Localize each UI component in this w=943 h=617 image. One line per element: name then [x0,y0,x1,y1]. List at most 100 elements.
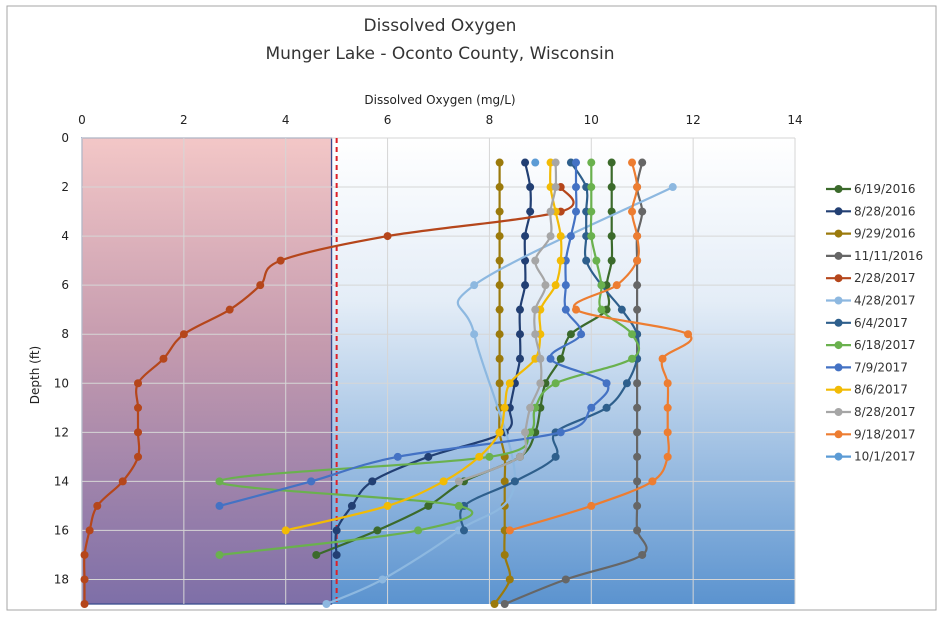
data-point [495,330,504,339]
plot-area: 0 2 4 6 8 10 12 14 0 2 4 6 8 10 12 14 16 18 [54,113,803,608]
x-tick-label: 2 [180,113,188,127]
legend-label: 8/28/2016 [854,204,916,218]
data-point [572,158,581,167]
data-point [332,526,341,535]
data-point [281,526,290,535]
data-point [505,575,514,584]
data-point [515,330,524,339]
series-10-1-2017 [531,158,540,167]
data-point [500,600,509,608]
data-point [663,452,672,461]
legend-item: 2/28/2017 [826,271,916,285]
data-point [602,379,611,388]
data-point [633,403,642,412]
data-point [439,477,448,486]
data-point [383,232,392,241]
legend-swatch-marker [834,274,843,283]
data-point [424,501,433,510]
series-7-9-2017 [215,158,611,510]
data-point [587,501,596,510]
legend-swatch-marker [834,363,843,372]
data-point [561,575,570,584]
data-point [684,330,693,339]
data-point [607,256,616,265]
data-point [628,330,637,339]
y-tick-label: 4 [61,229,69,243]
data-point [638,158,647,167]
data-point [225,305,234,314]
y-tick-label: 8 [61,327,69,341]
data-point [495,183,504,192]
y-tick-label: 16 [54,523,69,537]
series-6-18-2017 [215,158,641,559]
data-point [561,305,570,314]
legend-label: 6/19/2016 [854,182,916,196]
data-point [551,158,560,167]
data-point [572,305,581,314]
legend-label: 10/1/2017 [854,450,916,464]
data-point [551,281,560,290]
legend-label: 9/29/2016 [854,227,916,241]
data-point [633,183,642,192]
y-tick-label: 10 [54,376,69,390]
data-point [495,354,504,363]
data-point [368,477,377,486]
data-point [215,477,224,486]
y-tick-label: 6 [61,278,69,292]
data-point [556,428,565,437]
legend-label: 6/18/2017 [854,338,916,352]
legend-swatch-marker [834,430,843,439]
data-point [633,428,642,437]
data-point [505,526,514,535]
legend-swatch-marker [834,408,843,416]
data-point [414,526,423,535]
data-point [459,526,468,535]
legend-swatch-marker [834,318,843,327]
data-point [378,575,387,584]
x-tick-label: 14 [787,113,802,127]
data-point [256,281,265,290]
legend-label: 2/28/2017 [854,271,916,285]
data-point [500,550,509,559]
legend-swatch-marker [834,385,843,394]
legend-item: 6/19/2016 [826,182,916,196]
legend-label: 9/18/2017 [854,427,916,441]
chart-title: Dissolved Oxygen [364,16,517,36]
data-point [541,281,550,290]
legend-item: 7/9/2017 [826,360,908,374]
legend-swatch-marker [834,185,843,193]
data-point [80,575,89,584]
data-point [587,158,596,167]
data-point [470,281,479,290]
data-point [633,305,642,314]
y-tick-label: 0 [61,131,69,145]
data-point [587,232,596,241]
data-point [500,477,509,486]
data-point [531,256,540,265]
data-point [93,501,102,510]
data-point [424,452,433,461]
data-point [373,526,382,535]
data-point [587,207,596,216]
data-point [521,281,530,290]
data-point [572,207,581,216]
data-point [495,428,504,437]
data-point [633,256,642,265]
data-point [80,550,89,559]
series-8-28-2017 [454,158,560,486]
data-point [536,354,545,363]
data-point [633,452,642,461]
data-point [633,379,642,388]
data-point [546,232,555,241]
data-point [556,256,565,265]
data-point [134,452,143,461]
data-point [607,183,616,192]
legend-item: 9/29/2016 [826,227,916,241]
data-point [551,452,560,461]
series-2-28-2017 [80,183,575,608]
legend-item: 8/28/2016 [826,204,916,218]
chart-subtitle: Munger Lake - Oconto County, Wisconsin [265,44,614,64]
data-point [495,305,504,314]
data-point [607,232,616,241]
